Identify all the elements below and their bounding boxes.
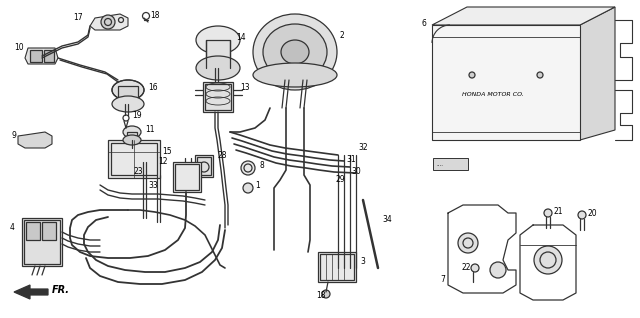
Bar bbox=[320, 254, 354, 280]
Circle shape bbox=[471, 264, 479, 272]
Text: 18: 18 bbox=[150, 11, 159, 20]
Text: 3: 3 bbox=[360, 258, 365, 266]
Circle shape bbox=[322, 290, 330, 298]
Text: 10: 10 bbox=[14, 44, 24, 52]
Text: 34: 34 bbox=[382, 216, 392, 225]
Bar bbox=[24, 220, 60, 264]
Bar bbox=[175, 164, 199, 190]
Circle shape bbox=[458, 233, 478, 253]
Ellipse shape bbox=[253, 63, 337, 87]
Bar bbox=[318, 252, 356, 282]
Bar bbox=[26, 222, 40, 240]
Circle shape bbox=[101, 15, 115, 29]
Ellipse shape bbox=[196, 56, 240, 80]
Bar bbox=[42, 222, 56, 240]
Text: 1: 1 bbox=[255, 181, 260, 190]
Polygon shape bbox=[14, 285, 48, 299]
Bar bbox=[195, 155, 213, 177]
Bar bbox=[44, 50, 54, 62]
Text: 2: 2 bbox=[340, 31, 345, 39]
Bar bbox=[206, 40, 230, 68]
Bar bbox=[433, 158, 468, 170]
Bar bbox=[22, 218, 62, 266]
Ellipse shape bbox=[123, 126, 141, 138]
Bar bbox=[118, 86, 138, 104]
Ellipse shape bbox=[112, 80, 144, 100]
Circle shape bbox=[578, 211, 586, 219]
Text: 32: 32 bbox=[358, 143, 367, 153]
Text: HONDA MOTOR CO.: HONDA MOTOR CO. bbox=[462, 93, 524, 98]
Circle shape bbox=[469, 72, 475, 78]
Ellipse shape bbox=[123, 135, 141, 145]
Bar bbox=[30, 50, 42, 62]
Circle shape bbox=[243, 183, 253, 193]
Text: 4: 4 bbox=[10, 224, 15, 232]
Text: 7: 7 bbox=[440, 275, 445, 285]
Ellipse shape bbox=[112, 96, 144, 112]
Polygon shape bbox=[90, 14, 128, 30]
Text: ....: .... bbox=[436, 162, 443, 167]
Text: 20: 20 bbox=[588, 209, 598, 218]
Polygon shape bbox=[25, 48, 58, 64]
Text: 33: 33 bbox=[148, 181, 157, 190]
Text: 12: 12 bbox=[158, 157, 168, 167]
Ellipse shape bbox=[196, 26, 240, 54]
Text: 14: 14 bbox=[236, 33, 246, 43]
Circle shape bbox=[544, 209, 552, 217]
Bar bbox=[111, 143, 157, 175]
Polygon shape bbox=[18, 132, 52, 148]
Polygon shape bbox=[580, 7, 615, 140]
Text: 8: 8 bbox=[260, 161, 265, 169]
Ellipse shape bbox=[281, 40, 309, 64]
Ellipse shape bbox=[253, 14, 337, 90]
Bar bbox=[108, 140, 160, 178]
Text: 16: 16 bbox=[148, 84, 157, 93]
Text: 18: 18 bbox=[316, 292, 326, 301]
Text: 15: 15 bbox=[162, 148, 172, 156]
Text: 6: 6 bbox=[422, 19, 427, 29]
Text: 19: 19 bbox=[132, 112, 141, 121]
Text: 28: 28 bbox=[218, 150, 227, 160]
Bar bbox=[203, 82, 233, 112]
Text: 30: 30 bbox=[351, 168, 361, 176]
Text: 17: 17 bbox=[73, 13, 83, 23]
Ellipse shape bbox=[263, 24, 327, 80]
Circle shape bbox=[537, 72, 543, 78]
Bar bbox=[173, 162, 201, 192]
Text: 21: 21 bbox=[554, 208, 563, 217]
Text: FR.: FR. bbox=[52, 285, 70, 295]
Bar bbox=[432, 25, 580, 140]
Bar bbox=[205, 84, 231, 110]
Text: 11: 11 bbox=[145, 126, 154, 135]
Bar bbox=[127, 132, 137, 140]
Text: 31: 31 bbox=[346, 156, 356, 164]
Text: 23: 23 bbox=[133, 168, 143, 176]
Circle shape bbox=[534, 246, 562, 274]
Text: 22: 22 bbox=[462, 264, 472, 273]
Text: 29: 29 bbox=[336, 176, 346, 184]
Polygon shape bbox=[432, 7, 615, 25]
Text: 13: 13 bbox=[240, 84, 250, 93]
Bar bbox=[197, 157, 211, 175]
Circle shape bbox=[241, 161, 255, 175]
Text: 9: 9 bbox=[12, 132, 17, 141]
Circle shape bbox=[490, 262, 506, 278]
